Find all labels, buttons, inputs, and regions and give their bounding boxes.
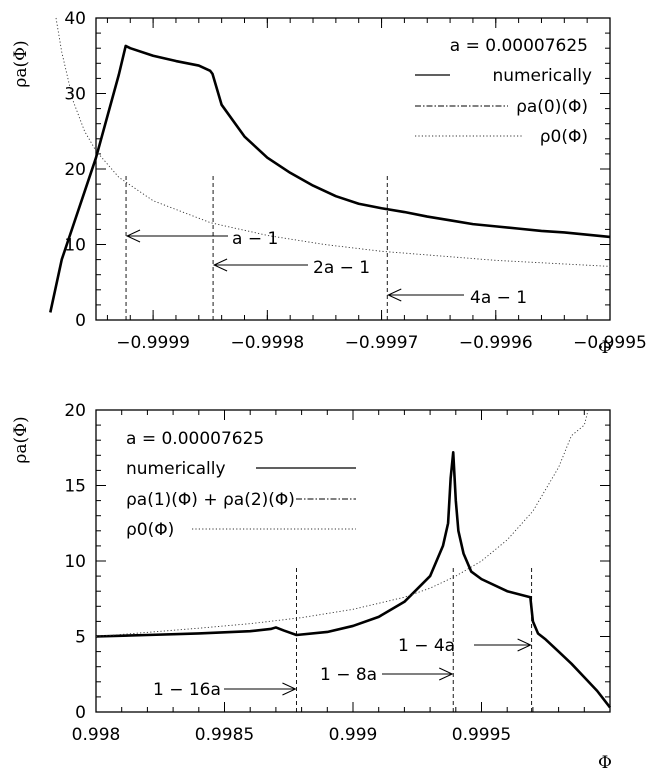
bottom-x-axis-label: Φ: [598, 753, 612, 773]
x-tick-label: 0.999: [329, 725, 378, 745]
top-anno-a-minus-1: a − 1: [232, 229, 278, 249]
top-x-axis-label: Φ: [598, 338, 612, 358]
annotation-arrowhead: [439, 667, 454, 681]
top-anno-4a-minus-1: 4a − 1: [470, 288, 527, 308]
y-tick-label: 30: [64, 85, 86, 105]
x-tick-label: 0.9995: [452, 725, 511, 745]
bottom-series: [95, 409, 612, 709]
bottom-anno-1-minus-8a: 1 − 8a: [320, 665, 377, 685]
top-legend-numerically: numerically: [492, 66, 592, 86]
top-series: [49, 17, 611, 313]
bottom-y-axis-label: ρa(Φ): [11, 416, 31, 463]
top-x-ticks: −0.9999 −0.9998 −0.9997 −0.9996 −0.9995: [106, 18, 647, 353]
bottom-x-ticks: 0.998 0.9985 0.999 0.9995: [72, 410, 611, 745]
bottom-guides: [224, 565, 533, 712]
y-tick-label: 5: [75, 628, 86, 648]
annotation-arrowhead: [517, 638, 532, 652]
bottom-legend: a = 0.00007625 numerically ρa(1)(Φ) + ρa…: [126, 429, 356, 540]
bottom-annotations: 1 − 4a 1 − 8a 1 − 16a: [153, 636, 455, 700]
top-guides: [125, 173, 464, 320]
top-legend-rho0: ρ0(Φ): [540, 127, 588, 147]
top-y-axis-label: ρa(Φ): [11, 40, 31, 87]
top-legend: a = 0.00007625 numerically ρa(0)(Φ) ρ0(Φ…: [415, 36, 592, 147]
x-tick-label: −0.9999: [116, 333, 190, 353]
y-tick-label: 20: [64, 401, 86, 421]
series-approximation: [50, 45, 611, 313]
series-approximation: [95, 452, 611, 708]
annotation-arrowhead: [212, 258, 228, 272]
top-annotations: a − 1 2a − 1 4a − 1: [232, 229, 527, 308]
y-tick-label: 15: [64, 477, 86, 497]
x-tick-label: −0.9995: [573, 333, 647, 353]
y-tick-label: 20: [64, 160, 86, 180]
top-legend-rho-a0: ρa(0)(Φ): [516, 97, 588, 117]
y-tick-label: 40: [64, 9, 86, 29]
top-anno-2a-minus-1: 2a − 1: [313, 258, 370, 278]
y-tick-label: 0: [75, 311, 86, 331]
bottom-anno-1-minus-4a: 1 − 4a: [398, 636, 455, 656]
bottom-legend-rho-a12: ρa(1)(Φ) + ρa(2)(Φ): [126, 490, 295, 510]
bottom-legend-rho0: ρ0(Φ): [126, 520, 174, 540]
x-tick-label: −0.9997: [345, 333, 419, 353]
x-tick-label: −0.9996: [459, 333, 533, 353]
x-tick-label: −0.9998: [230, 333, 304, 353]
annotation-arrowhead: [282, 682, 297, 696]
bottom-y-ticks: 0 5 10 15 20: [64, 401, 610, 723]
bottom-legend-numerically: numerically: [126, 459, 226, 479]
bottom-legend-param: a = 0.00007625: [126, 429, 264, 449]
top-legend-param: a = 0.00007625: [450, 36, 588, 56]
y-tick-label: 10: [64, 552, 86, 572]
x-tick-label: 0.9985: [195, 725, 254, 745]
annotation-arrowhead: [125, 229, 141, 243]
y-tick-label: 10: [64, 236, 86, 256]
y-tick-label: 0: [75, 703, 86, 723]
annotation-arrowhead: [387, 288, 402, 302]
bottom-anno-1-minus-16a: 1 − 16a: [153, 680, 221, 700]
x-tick-label: 0.998: [72, 725, 121, 745]
top-y-ticks: 0 10 20 30 40: [64, 9, 610, 331]
